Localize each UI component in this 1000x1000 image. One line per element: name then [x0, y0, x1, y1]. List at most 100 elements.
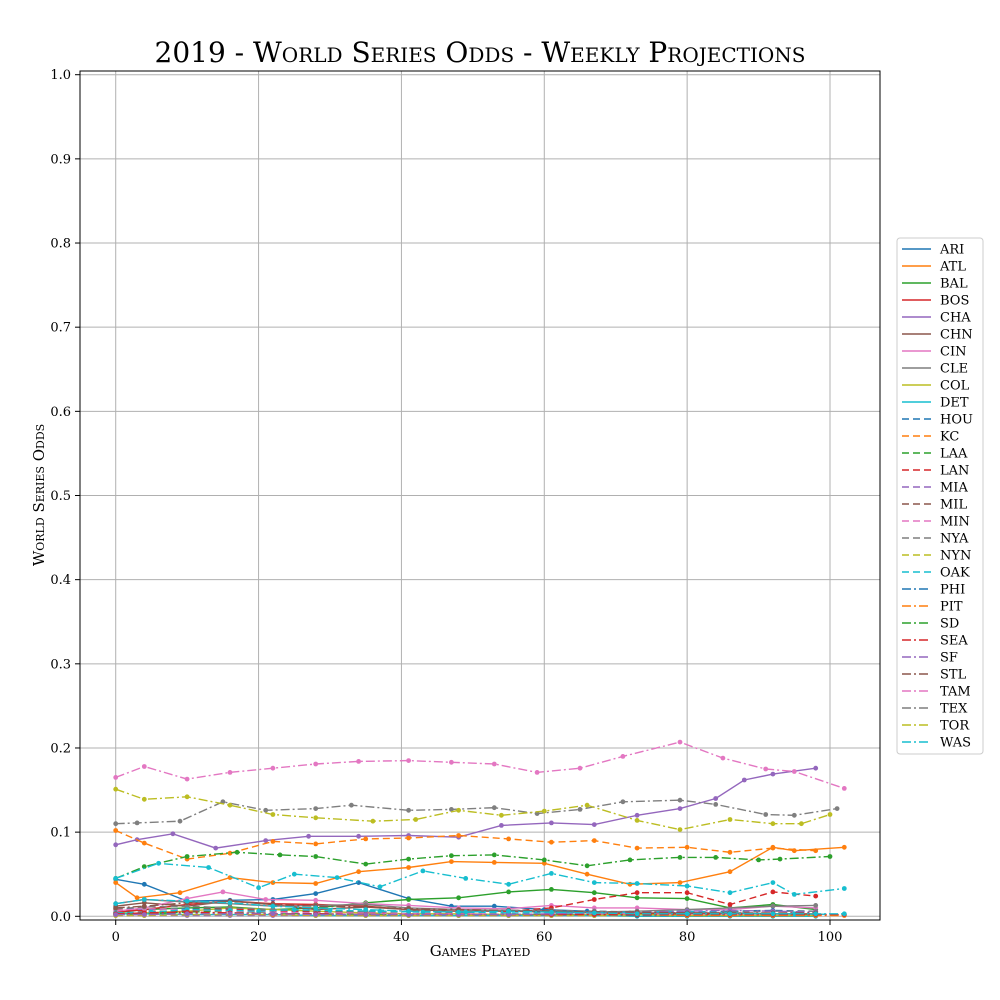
legend-label: CHN — [940, 328, 973, 343]
data-point-tor — [184, 794, 190, 800]
data-point-kc — [770, 845, 776, 851]
data-point-sd — [827, 854, 833, 859]
data-point-sf — [363, 912, 369, 917]
data-point-was — [363, 907, 369, 912]
data-point-cha — [634, 812, 640, 818]
data-point-sf — [113, 912, 119, 917]
y-tick-label: 0.0 — [50, 910, 71, 925]
data-point-sf — [270, 911, 276, 917]
data-point-cin — [220, 889, 226, 895]
data-point-tam — [227, 770, 233, 775]
data-point-tam — [720, 755, 726, 761]
data-point-cha — [741, 777, 747, 783]
data-point-tex — [406, 807, 411, 813]
series-line-atl — [115, 846, 845, 899]
legend-label: CIN — [940, 345, 966, 360]
data-point-tam — [577, 765, 583, 771]
data-point-was-main — [841, 886, 847, 891]
data-point-tex — [677, 797, 683, 803]
data-point-sd — [627, 857, 633, 863]
legend-label: MIA — [940, 481, 968, 496]
legend: ARI ATL BAL BOS CHA CHN CIN CLE COL DET HOU KC LAA LA… — [896, 237, 984, 755]
data-point-tex — [763, 812, 769, 817]
data-point-tam — [620, 754, 626, 759]
legend-label: COL — [940, 379, 970, 394]
data-point-tam — [491, 761, 497, 767]
data-point-atl — [406, 865, 411, 870]
data-point-sf — [141, 912, 147, 917]
series-tam — [113, 739, 847, 791]
data-point-tam — [841, 786, 847, 791]
x-axis-label: Games Played — [430, 942, 531, 960]
data-point-kc — [634, 845, 640, 851]
series-was — [113, 897, 847, 917]
data-point-cha — [770, 771, 776, 777]
data-point-was — [227, 900, 233, 906]
data-point-tam — [677, 739, 683, 745]
data-point-tex — [577, 807, 583, 812]
data-point-kc — [313, 841, 319, 847]
data-point-sd — [234, 849, 240, 855]
data-point-tam — [113, 775, 119, 780]
y-tick-label: 0.5 — [50, 489, 71, 504]
data-point-tor — [827, 812, 833, 817]
data-point-atl — [677, 880, 683, 885]
data-point-bal — [549, 887, 554, 892]
data-point-cha — [713, 796, 719, 801]
legend-label: MIN — [940, 515, 970, 530]
data-point-cha — [170, 831, 176, 837]
legend-label: ARI — [939, 243, 964, 258]
data-point-ari — [491, 903, 497, 909]
data-point-was-main — [291, 871, 297, 877]
data-point-sf — [506, 912, 511, 917]
data-point-tor — [499, 812, 504, 818]
x-tick-label: 60 — [536, 930, 553, 945]
data-point-sf — [406, 912, 411, 917]
legend-label: NYA — [940, 532, 969, 547]
data-point-sf — [184, 911, 190, 917]
data-point-tam — [763, 766, 769, 772]
series-was-main — [113, 860, 847, 897]
data-point-was-main — [591, 880, 597, 885]
y-tick-label: 1.0 — [50, 68, 71, 83]
data-point-tam — [141, 764, 147, 769]
data-point-tex — [834, 806, 840, 811]
data-point-tex — [620, 799, 626, 805]
data-point-sd — [449, 853, 454, 859]
grid-lines — [80, 71, 880, 920]
data-point-was-main — [791, 892, 797, 897]
data-point-bal — [591, 890, 597, 896]
data-point-cha — [499, 823, 504, 828]
data-point-was-main — [113, 876, 119, 881]
data-point-lan — [634, 890, 640, 896]
legend-label: BAL — [940, 277, 968, 292]
series-line-cha — [115, 767, 816, 849]
data-point-oak — [256, 908, 261, 914]
data-point-kc — [406, 835, 411, 841]
legend-label: TEX — [940, 702, 968, 717]
data-point-ari — [356, 880, 361, 885]
data-point-atl — [227, 875, 233, 880]
data-point-sd — [141, 864, 147, 869]
data-point-tam — [791, 769, 797, 774]
data-point-cha — [113, 842, 119, 848]
data-point-lan — [770, 889, 776, 895]
legend-label: HOU — [940, 413, 973, 428]
data-point-was — [549, 909, 554, 915]
legend-label: TOR — [940, 719, 970, 734]
data-point-atl — [584, 871, 590, 877]
data-point-oak — [327, 908, 333, 913]
data-point-cin — [313, 897, 319, 903]
data-point-tam — [270, 765, 276, 771]
data-point-tor — [413, 817, 419, 822]
legend-label: LAA — [940, 447, 968, 462]
chart-title: 2019 - World Series Odds - Weekly Projec… — [155, 36, 806, 69]
data-point-kc — [141, 840, 147, 846]
data-point-was — [313, 905, 319, 911]
data-point-was — [406, 908, 411, 914]
data-point-tor — [584, 802, 590, 808]
data-point-lan — [727, 902, 733, 907]
data-point-was-main — [334, 875, 340, 880]
data-point-was-main — [727, 890, 733, 896]
